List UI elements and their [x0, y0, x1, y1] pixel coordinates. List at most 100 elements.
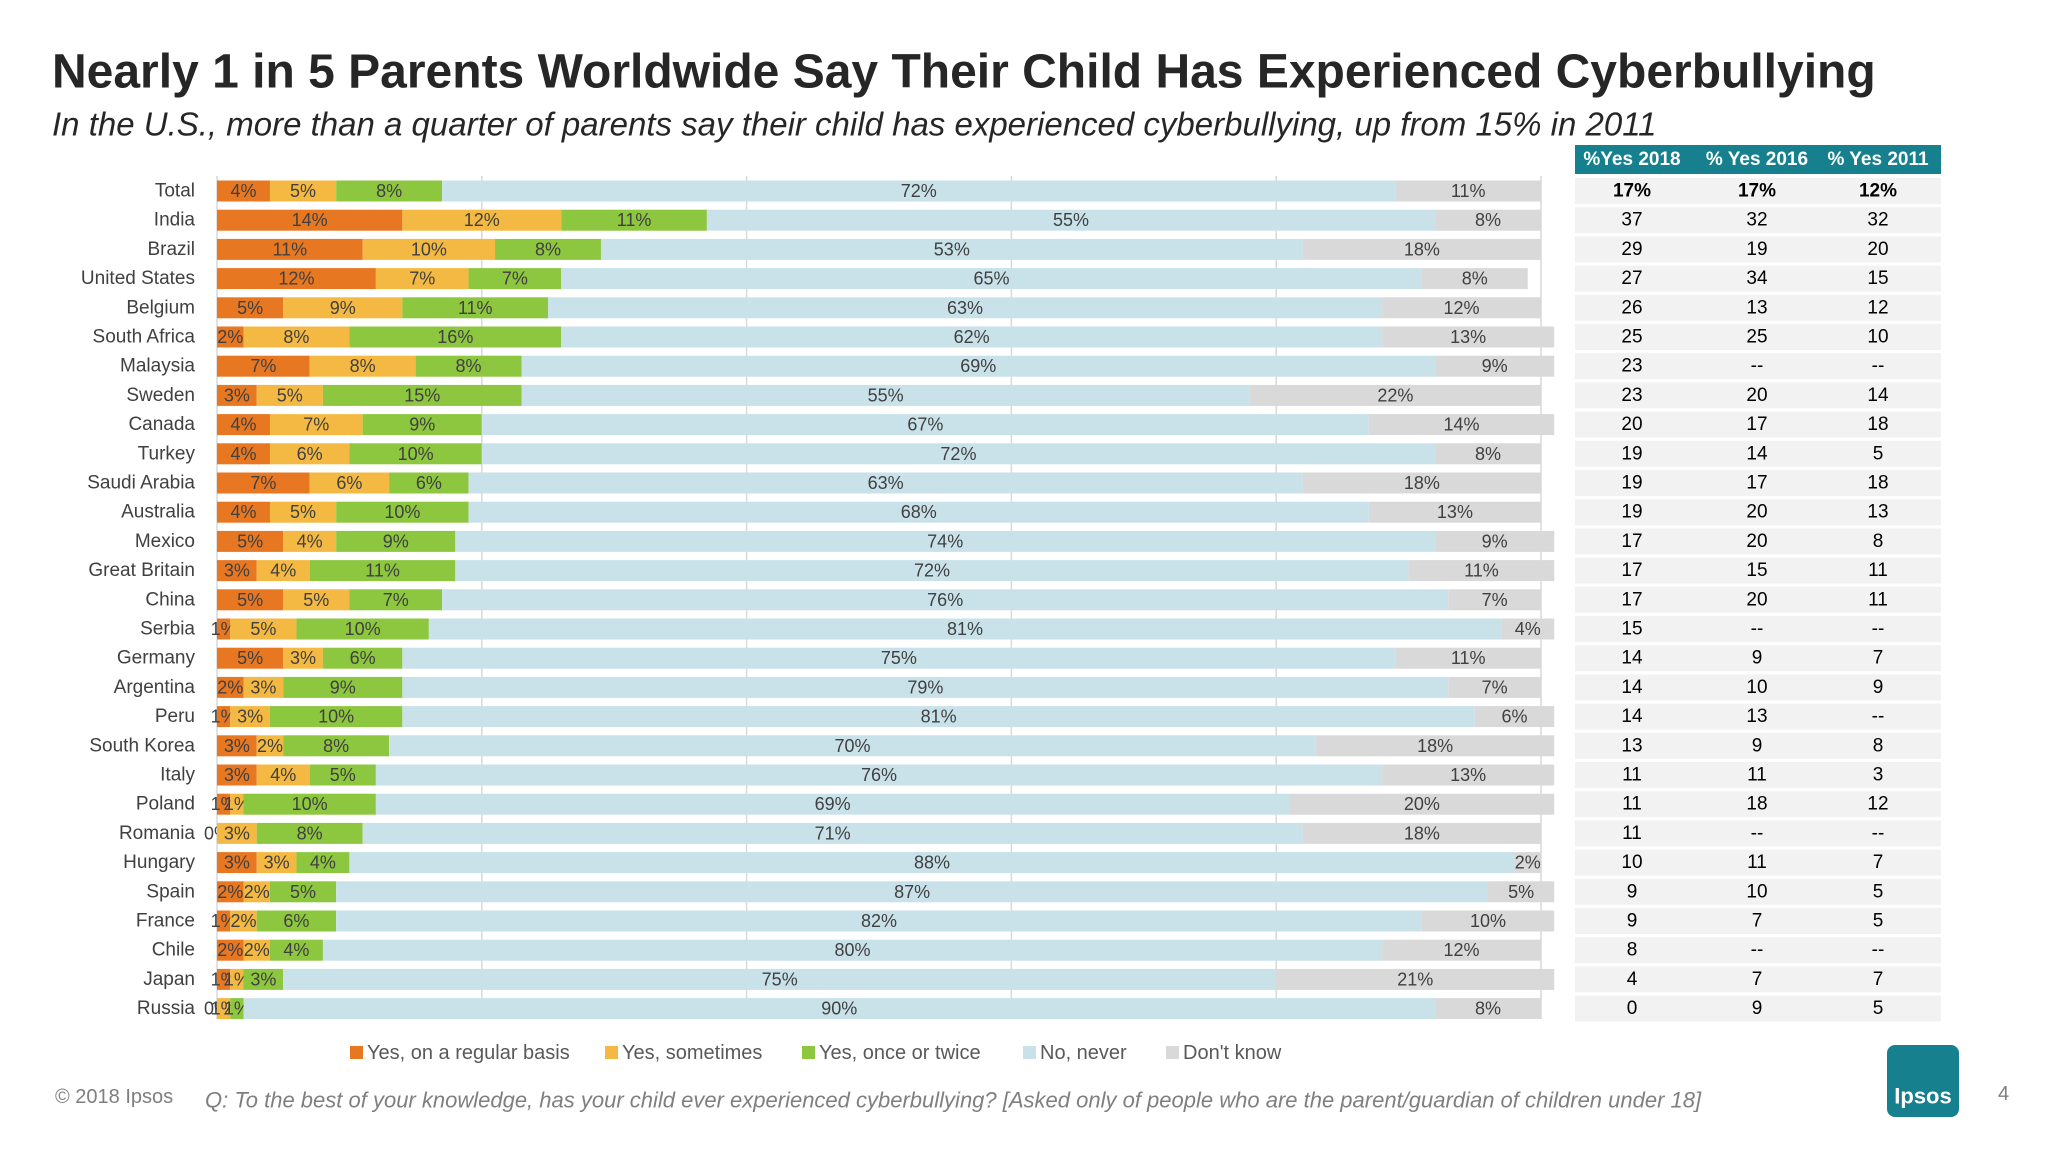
bar-segment	[256, 764, 310, 786]
table-cell: 19	[1621, 502, 1642, 523]
data-label: 13%	[1450, 327, 1486, 347]
bar-segment	[217, 180, 270, 202]
bar-segment	[1408, 560, 1555, 582]
table-row-band	[1575, 207, 1941, 234]
bar-segment	[455, 530, 1436, 552]
table-cell: --	[1872, 706, 1885, 727]
data-label: 15%	[404, 385, 440, 405]
bar-segment	[468, 472, 1303, 494]
legend-swatch	[1023, 1046, 1036, 1059]
bar-segment	[1302, 238, 1541, 260]
data-label: 7%	[250, 473, 276, 493]
category-label: Japan	[143, 969, 195, 990]
data-label: 11%	[617, 210, 652, 230]
data-label: 69%	[960, 356, 996, 376]
bar-segment	[362, 414, 482, 436]
data-label: 5%	[237, 531, 263, 551]
data-label: 1%	[224, 969, 250, 989]
table-cell: 10	[1621, 852, 1642, 873]
bar-segment	[1514, 852, 1541, 874]
table-cell: 20	[1746, 531, 1767, 552]
bar-segment	[1421, 268, 1528, 290]
bar-segment	[217, 414, 270, 436]
table-cell: 27	[1621, 268, 1642, 289]
legend-label: Yes, once or twice	[819, 1042, 981, 1064]
bar-segment	[495, 238, 601, 260]
data-label: 5%	[290, 882, 316, 902]
table-header: % Yes 2011	[1827, 149, 1929, 170]
data-label: 8%	[1475, 210, 1501, 230]
table-cell: 26	[1621, 297, 1642, 318]
subtitle: In the U.S., more than a quarter of pare…	[52, 106, 1656, 143]
bar-segment	[1302, 822, 1541, 844]
data-label: 5%	[237, 298, 263, 318]
data-label: 3%	[224, 736, 250, 756]
table-cell: 19	[1621, 473, 1642, 494]
data-label: 72%	[940, 444, 976, 464]
data-label: 80%	[835, 940, 871, 960]
table-row-band	[1575, 849, 1941, 876]
bar-segment	[217, 618, 231, 640]
bar-segment	[269, 501, 337, 523]
data-label: 21%	[1397, 969, 1433, 989]
data-label: 4%	[270, 765, 296, 785]
data-label: 6%	[1502, 707, 1528, 727]
data-label: 72%	[914, 561, 950, 581]
category-label: Argentina	[114, 677, 196, 698]
bar-segment	[217, 822, 257, 844]
bar-segment	[1276, 968, 1555, 990]
bar-segment	[1382, 326, 1555, 348]
bar-segment	[217, 910, 231, 932]
table-cell: 9	[1627, 911, 1638, 932]
bar-segment	[402, 209, 562, 231]
data-label: 3%	[250, 969, 276, 989]
bar-segment	[1315, 735, 1555, 757]
data-label: 3%	[264, 853, 290, 873]
data-label: 18%	[1404, 239, 1440, 259]
table-row-band	[1575, 265, 1941, 292]
bar-segment	[283, 735, 390, 757]
data-label: 9%	[330, 298, 356, 318]
data-label: 12%	[1444, 298, 1480, 318]
bar-segment	[362, 822, 1303, 844]
table-cell: 12	[1867, 297, 1888, 318]
bar-segment	[217, 355, 310, 377]
category-label: India	[154, 210, 196, 231]
bar-segment	[442, 180, 1396, 202]
bar-segment	[375, 764, 1383, 786]
table-cell: 15	[1867, 268, 1888, 289]
bar-segment	[269, 706, 403, 728]
table-row-band	[1575, 382, 1941, 409]
table-cell: 11	[1622, 765, 1642, 786]
bar-segment	[230, 706, 270, 728]
data-label: 5%	[290, 181, 316, 201]
bar-segment	[296, 618, 429, 640]
bar-segment	[402, 297, 548, 319]
bar-segment	[269, 414, 363, 436]
bar-segment	[402, 676, 1449, 698]
data-label: 63%	[868, 473, 904, 493]
bar-segment	[296, 852, 350, 874]
bar-segment	[217, 939, 244, 961]
table-row-band	[1575, 820, 1941, 847]
bar-segment	[1435, 998, 1541, 1020]
table-row-band	[1575, 616, 1941, 642]
bar-segment	[402, 706, 1475, 728]
data-label: 3%	[224, 853, 250, 873]
category-label: Hungary	[123, 852, 195, 873]
bar-segment	[230, 618, 297, 640]
table-row-band	[1575, 995, 1941, 1022]
bar-segment	[217, 589, 284, 611]
table-row-band	[1575, 178, 1941, 204]
data-label: 14%	[292, 210, 328, 230]
data-label: 7%	[1482, 677, 1508, 697]
data-label: 5%	[330, 765, 356, 785]
data-label: 8%	[283, 327, 309, 347]
table-cell: 9	[1873, 677, 1884, 698]
legend-label: Don't know	[1183, 1042, 1282, 1064]
table-row-band	[1575, 411, 1941, 438]
table-row-band	[1575, 294, 1941, 321]
data-label: 8%	[1462, 269, 1488, 289]
table-cell: 14	[1867, 385, 1889, 406]
